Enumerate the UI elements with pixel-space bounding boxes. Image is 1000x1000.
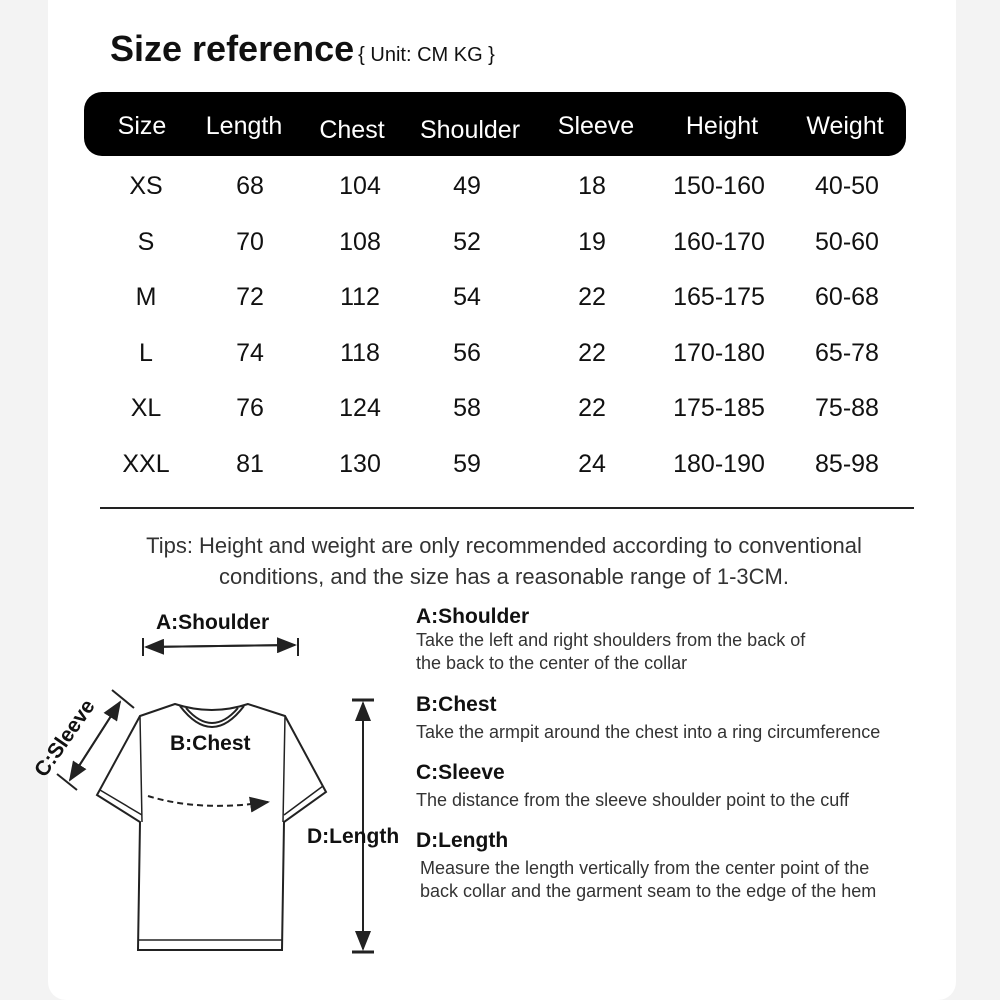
table-cell: 19 — [578, 227, 606, 256]
definition: B:Chest Take the armpit around the chest … — [416, 693, 880, 744]
definition-text: Take the left and right shoulders from t… — [416, 630, 806, 650]
table-cell: 49 — [453, 172, 481, 200]
unit-label: { Unit: CM KG } — [358, 44, 495, 66]
table-cell: 76 — [236, 394, 264, 422]
table-cell: 175-185 — [673, 394, 765, 422]
table-row: L 74 118 56 22 170-180 65-78 — [84, 339, 906, 379]
column-header: Weight — [806, 112, 884, 140]
table-row: XXL 81 130 59 24 180-190 85-98 — [84, 450, 906, 490]
shoulder-arrow — [142, 637, 299, 656]
divider — [100, 507, 914, 509]
length-arrow — [352, 698, 374, 954]
shoulder-label: A:Shoulder — [156, 611, 270, 634]
column-header: Chest — [319, 116, 385, 144]
definition: C:Sleeve The distance from the sleeve sho… — [416, 761, 849, 812]
definition: A:Shoulder Take the left and right should… — [416, 605, 805, 675]
table-cell: 40-50 — [815, 172, 879, 200]
table-cell: 165-175 — [673, 283, 765, 311]
definition-title: D:Length — [416, 829, 509, 852]
table-cell: 59 — [453, 449, 481, 478]
sleeve-arrow — [56, 689, 135, 791]
table-cell: 75-88 — [815, 394, 879, 422]
length-label: D:Length — [307, 825, 400, 848]
definition-title: C:Sleeve — [416, 761, 505, 784]
table-cell: 60-68 — [815, 283, 879, 311]
table-cell: 24 — [578, 449, 606, 478]
table-cell: 104 — [339, 172, 381, 200]
column-header: Size — [117, 112, 167, 140]
table-cell: L — [139, 338, 153, 367]
table-cell: 118 — [340, 338, 380, 367]
table-cell: XL — [130, 394, 162, 422]
table-cell: 22 — [578, 394, 606, 422]
definition: D:Length Measure the length vertically fr… — [416, 829, 876, 903]
table-cell: 180-190 — [673, 449, 765, 478]
table-cell: 22 — [578, 283, 606, 311]
table-cell: 58 — [453, 394, 481, 422]
table-cell: 124 — [339, 394, 381, 422]
table-cell: 160-170 — [673, 227, 765, 256]
table-cell: 170-180 — [673, 338, 765, 367]
tips-text: Tips: Height and weight are only recomme… — [100, 530, 908, 592]
table-cell: 56 — [453, 338, 481, 367]
chest-arrow — [147, 795, 270, 813]
table-cell: 85-98 — [815, 449, 879, 478]
column-header: Length — [205, 112, 283, 140]
table-row: XL 76 124 58 22 175-185 75-88 — [84, 394, 906, 434]
table-cell: XXL — [122, 449, 170, 478]
table-cell: XS — [129, 172, 163, 200]
tshirt-outline — [95, 702, 328, 951]
table-cell: 54 — [453, 283, 481, 311]
definition-text: The distance from the sleeve shoulder po… — [416, 790, 849, 810]
table-cell: 18 — [578, 172, 606, 200]
tips-line: conditions, and the size has a reasonabl… — [219, 564, 789, 589]
table-cell: S — [137, 227, 155, 256]
definition-title: A:Shoulder — [416, 605, 530, 628]
table-cell: 130 — [339, 449, 381, 478]
table-row: XS 68 104 49 18 150-160 40-50 — [84, 172, 906, 212]
chest-label: B:Chest — [170, 732, 251, 755]
table-cell: 68 — [236, 172, 264, 200]
definition-text: back collar and the garment seam to the … — [420, 881, 877, 901]
tips-line: Tips: Height and weight are only recomme… — [146, 533, 862, 558]
table-cell: 81 — [236, 449, 264, 478]
table-cell: 22 — [578, 338, 606, 367]
table-cell: 108 — [339, 227, 381, 256]
table-cell: 150-160 — [673, 172, 765, 200]
table-row: M 72 112 54 22 165-175 60-68 — [84, 283, 906, 323]
column-header: Sleeve — [557, 112, 635, 140]
size-chart-card — [48, 0, 956, 1000]
definition-text: Take the armpit around the chest into a … — [416, 722, 881, 742]
table-cell: 52 — [453, 227, 481, 256]
definition-title: B:Chest — [416, 693, 497, 716]
column-header: Shoulder — [419, 116, 521, 144]
table-cell: 112 — [340, 283, 380, 311]
table-cell: 72 — [236, 283, 264, 311]
table-cell: 70 — [236, 227, 264, 256]
table-header: Size Length Chest Shoulder Sleeve Height Weigh… — [84, 92, 906, 156]
table-cell: 50-60 — [815, 227, 879, 256]
title-text: Size reference — [110, 28, 355, 69]
table-cell: M — [135, 283, 157, 311]
table-cell: 74 — [236, 338, 264, 367]
definition-text: the back to the center of the collar — [416, 653, 688, 673]
column-header: Height — [685, 112, 759, 140]
definition-text: Measure the length vertically from the c… — [420, 858, 870, 878]
table-cell: 65-78 — [815, 338, 879, 367]
table-row: S 70 108 52 19 160-170 50-60 — [84, 228, 906, 268]
page-title: Size reference{ Unit: CM KG } — [110, 28, 495, 70]
